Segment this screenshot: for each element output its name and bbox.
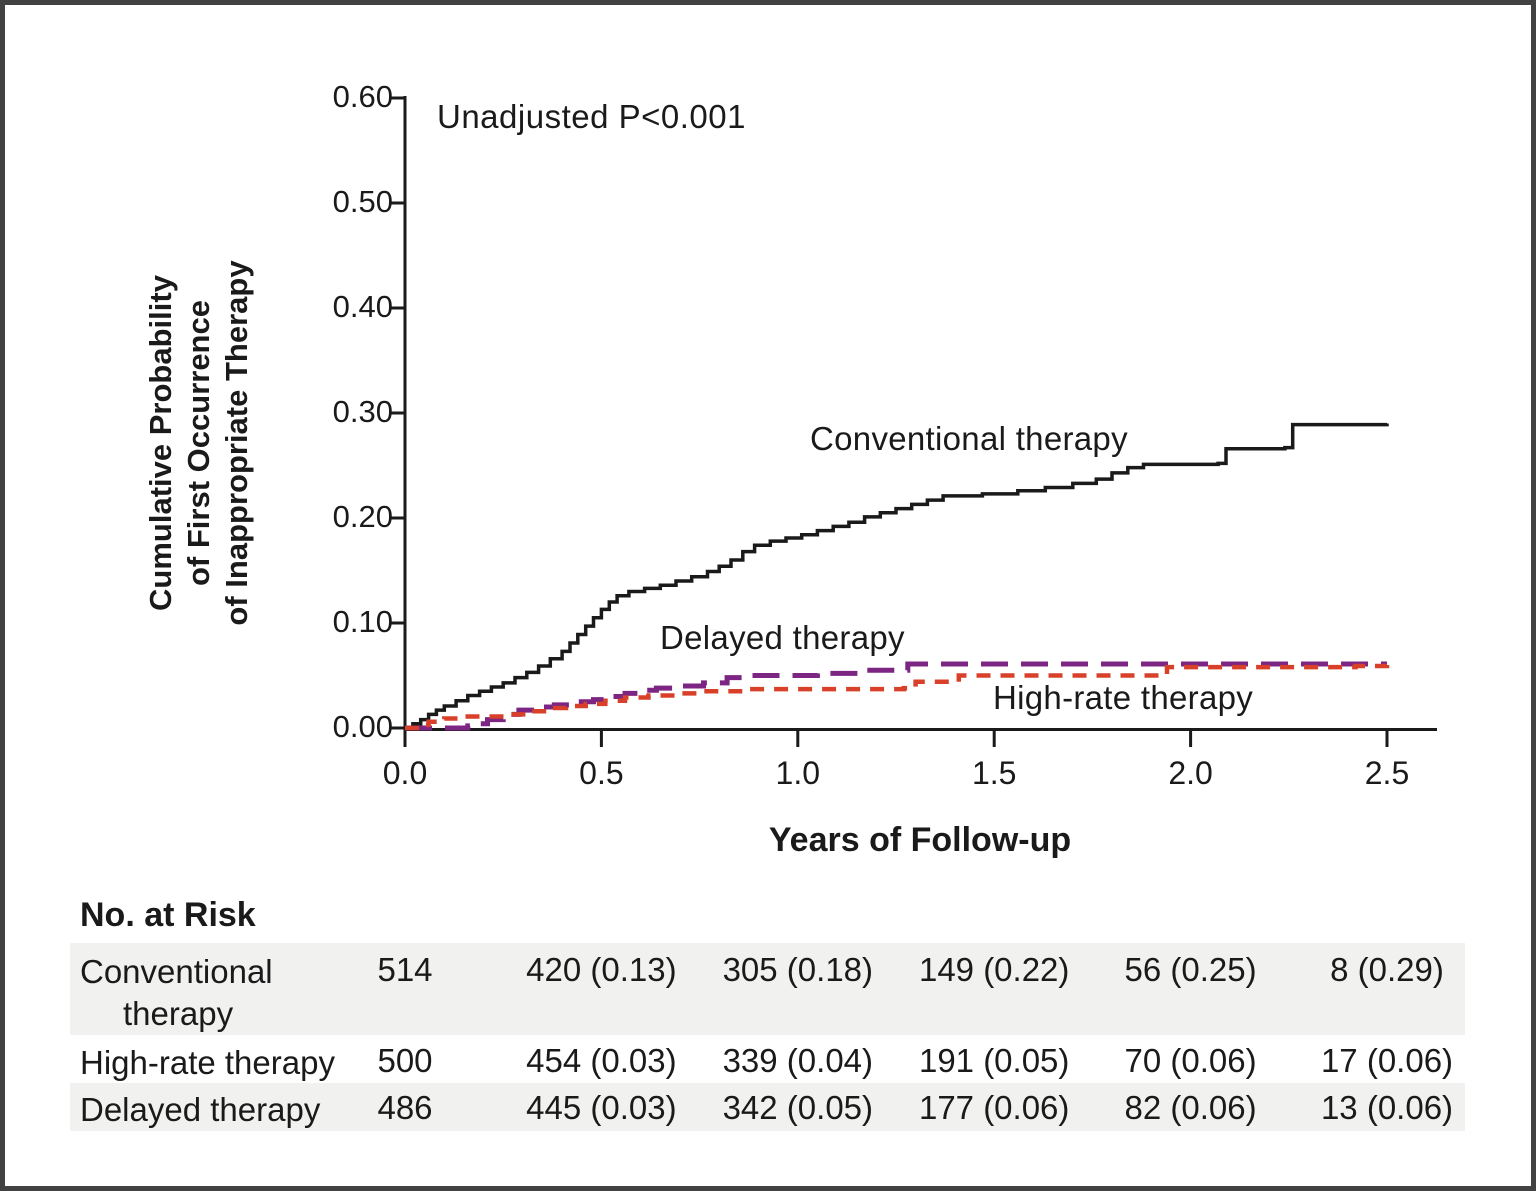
x-tick-label: 0.5 [579,755,624,791]
risk-cell: 82 (0.06) [1124,1089,1257,1126]
x-tick-label: 2.0 [1168,755,1213,791]
risk-cell: 305 (0.18) [722,951,874,988]
risk-cell: 342 (0.05) [722,1089,874,1126]
risk-cell: 445 (0.03) [526,1089,677,1126]
y-tick-label: 0.40 [332,289,393,324]
risk-cell: 500 [377,1042,433,1079]
risk-cell: 56 (0.25) [1124,951,1257,988]
risk-cell: 339 (0.04) [722,1042,874,1079]
risk-cell: 70 (0.06) [1124,1042,1257,1079]
y-axis-title-line: of First Occurrence [181,300,216,586]
y-tick-label: 0.50 [332,184,393,219]
risk-cell: 191 (0.05) [918,1042,1070,1079]
km-curve-delayed [405,661,1387,731]
y-axis-title-line: of Inappropriate Therapy [219,260,254,626]
x-axis-title: Years of Follow-up [768,821,1072,859]
y-axis-title: Cumulative Probability of First Occurrenc… [142,123,256,763]
y-tick-label: 0.00 [332,709,393,744]
risk-cell: 420 (0.13) [526,951,677,988]
y-tick-label: 0.20 [332,499,393,534]
curve-label-high-rate: High-rate therapy [993,679,1254,716]
y-tick-label: 0.30 [332,394,393,429]
risk-row-label: therapy [123,995,234,1032]
y-tick-label: 0.10 [332,604,393,639]
km-curve-high-rate [405,663,1390,731]
risk-row-label: High-rate therapy [80,1044,335,1081]
risk-cell: 149 (0.22) [918,951,1070,988]
curve-label-conventional: Conventional therapy [810,420,1128,457]
p-value-annotation: Unadjusted P<0.001 [437,98,746,135]
risk-cell: 8 (0.29) [1330,951,1444,988]
risk-cell: 486 [377,1089,433,1126]
risk-row-label: Delayed therapy [80,1091,321,1128]
curve-label-delayed: Delayed therapy [660,619,905,656]
x-tick-label: 2.5 [1364,755,1410,791]
risk-cell: 454 (0.03) [526,1042,677,1079]
risk-table-title: No. at Risk [80,896,256,934]
y-axis-title-line: Cumulative Probability [143,275,178,611]
x-tick-label: 1.0 [775,755,821,791]
km-plot-canvas [390,96,1437,747]
y-tick-label: 0.60 [332,79,393,114]
risk-cell: 514 [377,951,433,988]
risk-row-shading [70,943,1465,1035]
risk-cell: 177 (0.06) [918,1089,1070,1126]
risk-row-label: Conventional [80,953,273,990]
risk-row-shading [70,1083,1465,1131]
risk-cell: 13 (0.06) [1320,1089,1454,1126]
x-tick-label: 1.5 [971,755,1017,791]
x-tick-label: 0.0 [382,755,428,791]
risk-cell: 17 (0.06) [1320,1042,1454,1079]
km-curve-conventional [405,422,1389,730]
